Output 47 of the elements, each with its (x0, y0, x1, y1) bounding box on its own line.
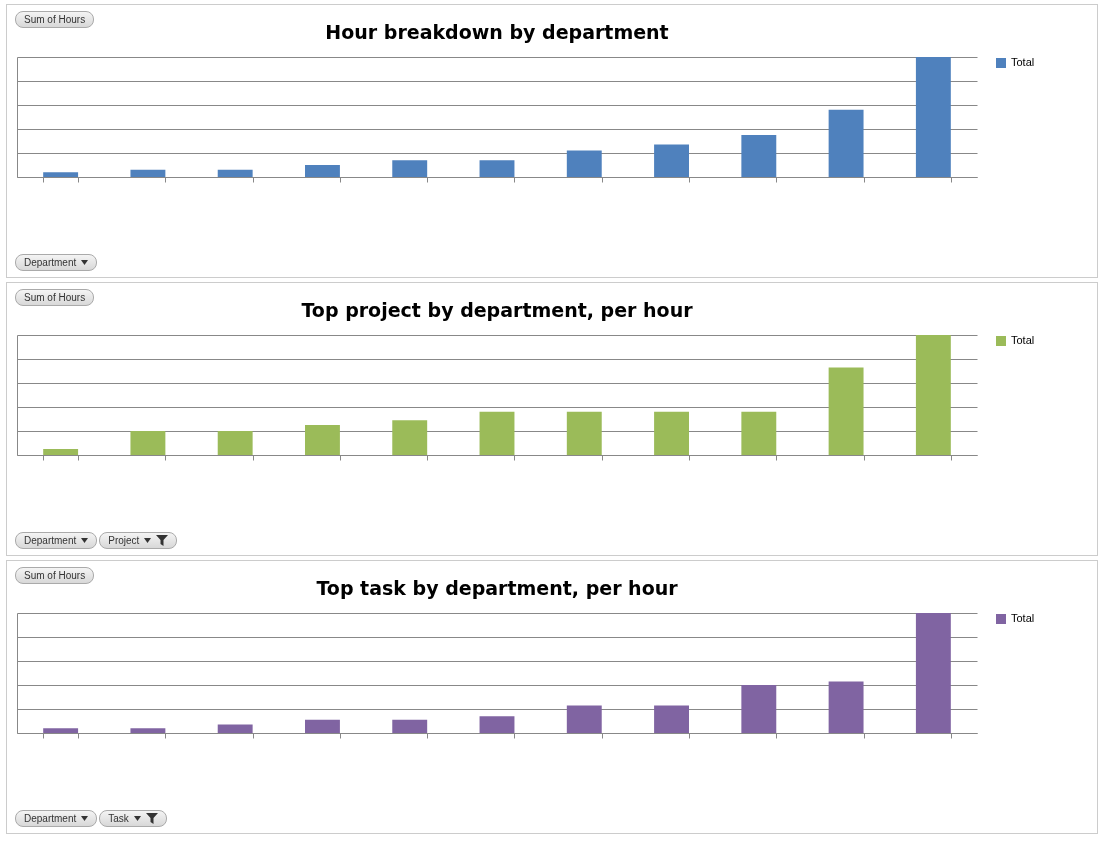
bar (130, 169, 166, 177)
bar (305, 165, 340, 177)
legend-label: Total (1011, 334, 1035, 346)
bar (915, 613, 951, 733)
bar (915, 57, 951, 177)
bar (654, 705, 689, 733)
bar (479, 716, 515, 733)
bar (130, 431, 166, 455)
bar (392, 160, 428, 177)
bar (130, 728, 166, 733)
bar (43, 728, 79, 733)
bar (654, 144, 689, 177)
bar (566, 150, 602, 177)
text: Sum of Hours (15, 11, 95, 28)
bar (479, 411, 515, 455)
bar (217, 724, 253, 733)
text: Department (24, 813, 77, 824)
bar (741, 411, 777, 455)
text: Task (108, 813, 129, 824)
bar (43, 449, 79, 455)
text: Sum of Hours (15, 567, 95, 584)
bar (741, 135, 777, 177)
bar (392, 420, 428, 455)
bar (741, 685, 777, 733)
text: Sum of Hours (15, 289, 95, 306)
legend-label: Total (1011, 56, 1035, 68)
bar (566, 411, 602, 455)
bar (217, 431, 253, 455)
bar (915, 335, 951, 455)
bar (828, 367, 864, 455)
bar (828, 681, 864, 733)
bar (479, 160, 515, 177)
bar (654, 411, 689, 455)
legend-label: Total (1011, 612, 1035, 624)
bar (566, 705, 602, 733)
bar (828, 109, 864, 177)
bar (43, 172, 79, 177)
text: Department (24, 257, 77, 268)
bar (392, 719, 428, 733)
chart-title: Top task by department, per hour (316, 577, 679, 599)
chart-title: Top project by department, per hour (301, 299, 694, 321)
text: Department (24, 535, 77, 546)
chart-title: Hour breakdown by department (325, 21, 669, 43)
bar (305, 425, 340, 455)
bar (217, 169, 253, 177)
bar (305, 719, 340, 733)
text: Project (108, 535, 140, 546)
